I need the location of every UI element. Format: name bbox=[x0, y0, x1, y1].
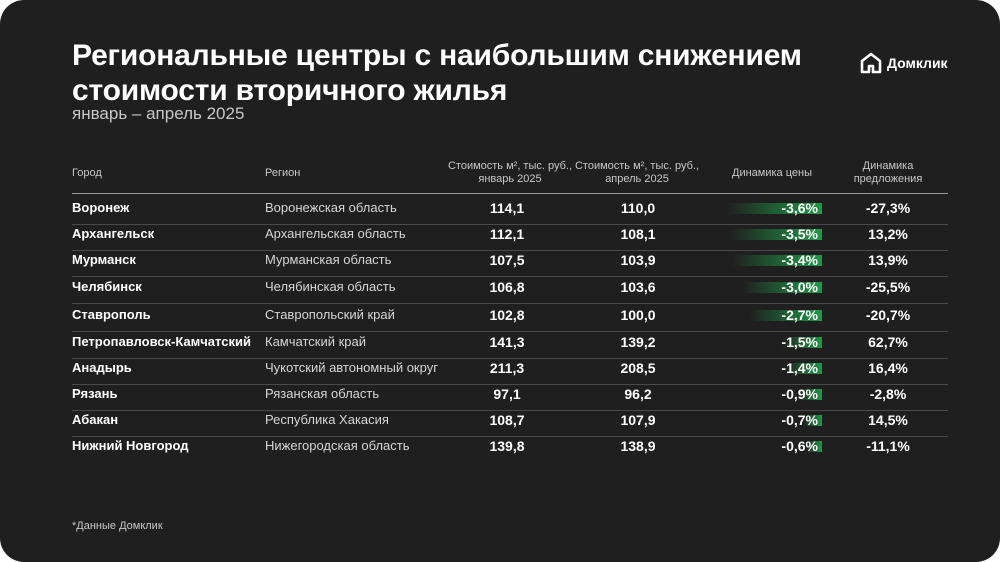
region-cell: Ставропольский край bbox=[265, 307, 395, 322]
row-divider bbox=[72, 410, 948, 411]
row-divider bbox=[72, 358, 948, 359]
logo-text: Домклик bbox=[887, 55, 948, 71]
page-subtitle: январь – апрель 2025 bbox=[72, 104, 245, 123]
price-apr-cell: 108,1 bbox=[620, 226, 656, 242]
price-apr-cell: 103,6 bbox=[620, 279, 656, 295]
price-jan-cell: 139,8 bbox=[489, 438, 525, 454]
price-change-cell: -0,9% bbox=[781, 386, 818, 402]
price-apr-cell: 96,2 bbox=[624, 386, 652, 402]
page-title: Региональные центры с наибольшим снижени… bbox=[72, 39, 802, 107]
offer-change-cell: 62,7% bbox=[868, 334, 908, 350]
city-cell: Челябинск bbox=[72, 279, 142, 294]
row-divider bbox=[72, 436, 948, 437]
price-change-cell: -0,7% bbox=[781, 412, 818, 428]
price-apr-cell: 100,0 bbox=[620, 307, 656, 323]
row-divider bbox=[72, 331, 948, 332]
offer-change-cell: 16,4% bbox=[868, 360, 908, 376]
price-change-bar bbox=[798, 389, 822, 400]
city-cell: Архангельск bbox=[72, 226, 155, 241]
region-cell: Нижегородская область bbox=[265, 438, 410, 453]
city-cell: Петропавловск-Камчатский bbox=[72, 334, 251, 349]
price-change-cell: -3,0% bbox=[781, 279, 818, 295]
price-change-cell: -3,4% bbox=[781, 252, 818, 268]
house-icon bbox=[860, 52, 882, 74]
price-jan-cell: 112,1 bbox=[489, 226, 525, 242]
price-jan-cell: 114,1 bbox=[489, 200, 525, 216]
offer-change-cell: -11,1% bbox=[866, 438, 910, 454]
header-divider bbox=[72, 193, 948, 194]
region-cell: Мурманская область bbox=[265, 252, 392, 267]
offer-change-cell: 14,5% bbox=[868, 412, 908, 428]
price-jan-cell: 102,8 bbox=[489, 307, 525, 323]
price-change-cell: -0,6% bbox=[781, 438, 818, 454]
col-header-city: Город bbox=[72, 167, 102, 179]
offer-change-cell: 13,2% bbox=[868, 226, 908, 242]
price-change-bar bbox=[782, 337, 822, 348]
price-change-bar bbox=[750, 310, 822, 321]
price-change-cell: -1,4% bbox=[781, 360, 818, 376]
region-cell: Камчатский край bbox=[265, 334, 366, 349]
offer-change-cell: 13,9% bbox=[868, 252, 908, 268]
price-change-bar bbox=[806, 441, 822, 452]
offer-change-cell: -20,7% bbox=[865, 307, 911, 323]
price-change-cell: -1,5% bbox=[781, 334, 818, 350]
row-divider bbox=[72, 384, 948, 385]
price-change-cell: -3,5% bbox=[781, 226, 818, 242]
row-divider bbox=[72, 303, 948, 304]
price-jan-cell: 97,1 bbox=[493, 386, 521, 402]
price-change-cell: -2,7% bbox=[781, 307, 818, 323]
city-cell: Абакан bbox=[72, 412, 119, 427]
price-apr-cell: 208,5 bbox=[620, 360, 656, 376]
price-change-bar bbox=[803, 415, 822, 426]
col-header-price-jan: Стоимость м², тыс. руб., январь 2025 bbox=[447, 160, 573, 185]
price-apr-cell: 138,9 bbox=[620, 438, 656, 454]
row-divider bbox=[72, 276, 948, 277]
city-cell: Рязань bbox=[72, 386, 118, 401]
price-change-cell: -3,6% bbox=[781, 200, 818, 216]
city-cell: Воронеж bbox=[72, 200, 130, 215]
col-header-offer-change: Динамика предложения bbox=[853, 160, 923, 185]
city-cell: Мурманск bbox=[72, 252, 136, 267]
row-divider bbox=[72, 224, 948, 225]
col-header-region: Регион bbox=[265, 167, 301, 179]
price-change-bar bbox=[742, 282, 822, 293]
city-cell: Нижний Новгород bbox=[72, 438, 189, 453]
brand-logo: Домклик bbox=[860, 52, 948, 74]
price-jan-cell: 141,3 bbox=[489, 334, 525, 350]
price-change-bar bbox=[785, 363, 822, 374]
price-apr-cell: 107,9 bbox=[620, 412, 656, 428]
price-jan-cell: 211,3 bbox=[489, 360, 525, 376]
price-jan-cell: 106,8 bbox=[489, 279, 525, 295]
price-change-bar bbox=[729, 229, 822, 240]
price-change-bar bbox=[731, 255, 822, 266]
price-jan-cell: 107,5 bbox=[489, 252, 525, 268]
col-header-price-change: Динамика цены bbox=[732, 167, 812, 179]
footnote: *Данные Домклик bbox=[72, 520, 163, 532]
offer-change-cell: -25,5% bbox=[865, 279, 911, 295]
region-cell: Чукотский автономный округ bbox=[265, 360, 438, 375]
col-header-price-apr: Стоимость м², тыс. руб., апрель 2025 bbox=[574, 160, 700, 185]
price-apr-cell: 139,2 bbox=[620, 334, 656, 350]
price-apr-cell: 110,0 bbox=[620, 200, 656, 216]
offer-change-cell: -27,3% bbox=[865, 200, 911, 216]
region-cell: Челябинская область bbox=[265, 279, 396, 294]
region-cell: Рязанская область bbox=[265, 386, 380, 401]
row-divider bbox=[72, 250, 948, 251]
price-change-bar bbox=[726, 203, 822, 214]
city-cell: Ставрополь bbox=[72, 307, 151, 322]
price-jan-cell: 108,7 bbox=[489, 412, 525, 428]
offer-change-cell: -2,8% bbox=[869, 386, 907, 402]
region-cell: Архангельская область bbox=[265, 226, 406, 241]
price-apr-cell: 103,9 bbox=[620, 252, 656, 268]
city-cell: Анадырь bbox=[72, 360, 132, 375]
region-cell: Республика Хакасия bbox=[265, 412, 389, 427]
region-cell: Воронежская область bbox=[265, 200, 397, 215]
